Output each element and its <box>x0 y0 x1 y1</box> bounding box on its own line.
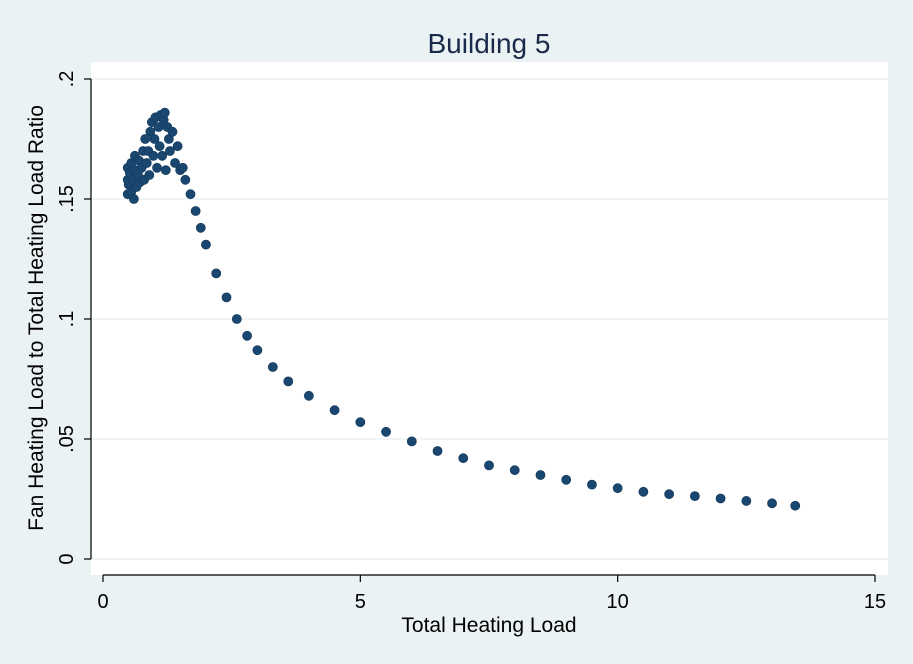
data-point <box>242 330 253 341</box>
data-point <box>148 150 159 161</box>
data-point <box>587 479 597 490</box>
data-point <box>484 460 494 471</box>
data-point <box>283 376 294 387</box>
data-point <box>201 239 211 250</box>
data-point <box>406 436 417 447</box>
data-points <box>122 107 801 511</box>
data-point <box>329 405 340 416</box>
data-point <box>170 158 180 168</box>
data-point <box>165 146 175 156</box>
data-point <box>767 498 777 509</box>
x-tick-label: 10 <box>607 591 629 613</box>
y-tick-label: .2 <box>56 71 78 88</box>
data-point <box>231 314 242 324</box>
data-point <box>144 170 155 180</box>
x-ticks: 0 5 10 15 <box>97 575 886 613</box>
data-point <box>167 126 178 137</box>
data-point <box>180 174 191 185</box>
data-point <box>715 493 726 504</box>
data-point <box>149 134 160 144</box>
data-point <box>355 417 366 428</box>
y-ticks: 0 .05 .1 .15 .2 <box>56 71 91 565</box>
data-point <box>177 162 188 173</box>
y-tick-label: .15 <box>56 185 78 213</box>
data-point <box>267 362 278 372</box>
x-tick-label: 0 <box>97 591 108 613</box>
data-point <box>689 491 700 502</box>
data-point <box>790 500 801 511</box>
data-point <box>159 107 170 118</box>
data-point <box>741 496 752 506</box>
data-point <box>152 162 162 173</box>
data-point <box>160 165 171 176</box>
x-axis-label: Total Heating Load <box>401 614 576 637</box>
data-point <box>561 474 572 485</box>
y-axis-label: Fan Heating Load to Total Heating Load R… <box>25 105 48 531</box>
data-point <box>211 268 222 279</box>
data-point <box>509 465 520 476</box>
y-tick-label: .1 <box>56 311 78 328</box>
data-point <box>252 345 263 356</box>
data-point <box>303 390 314 401</box>
data-point <box>195 222 206 233</box>
data-point <box>381 426 391 437</box>
data-point <box>172 141 183 152</box>
data-point <box>221 292 232 303</box>
data-point <box>185 189 196 200</box>
data-point <box>535 470 546 480</box>
data-point <box>664 489 675 500</box>
gridlines <box>91 78 888 560</box>
data-point <box>458 453 469 464</box>
data-point <box>128 194 139 204</box>
x-tick-label: 15 <box>864 591 886 613</box>
data-point <box>157 150 168 161</box>
y-tick-label: 0 <box>56 553 78 564</box>
data-point <box>432 446 443 456</box>
data-point <box>141 158 152 168</box>
data-point <box>190 206 201 216</box>
data-point <box>638 486 649 497</box>
data-point <box>154 141 165 152</box>
data-point <box>612 483 623 494</box>
y-tick-label: .05 <box>56 425 78 453</box>
x-tick-label: 5 <box>355 591 366 613</box>
data-point <box>145 126 156 137</box>
chart-title: Building 5 <box>428 28 551 59</box>
